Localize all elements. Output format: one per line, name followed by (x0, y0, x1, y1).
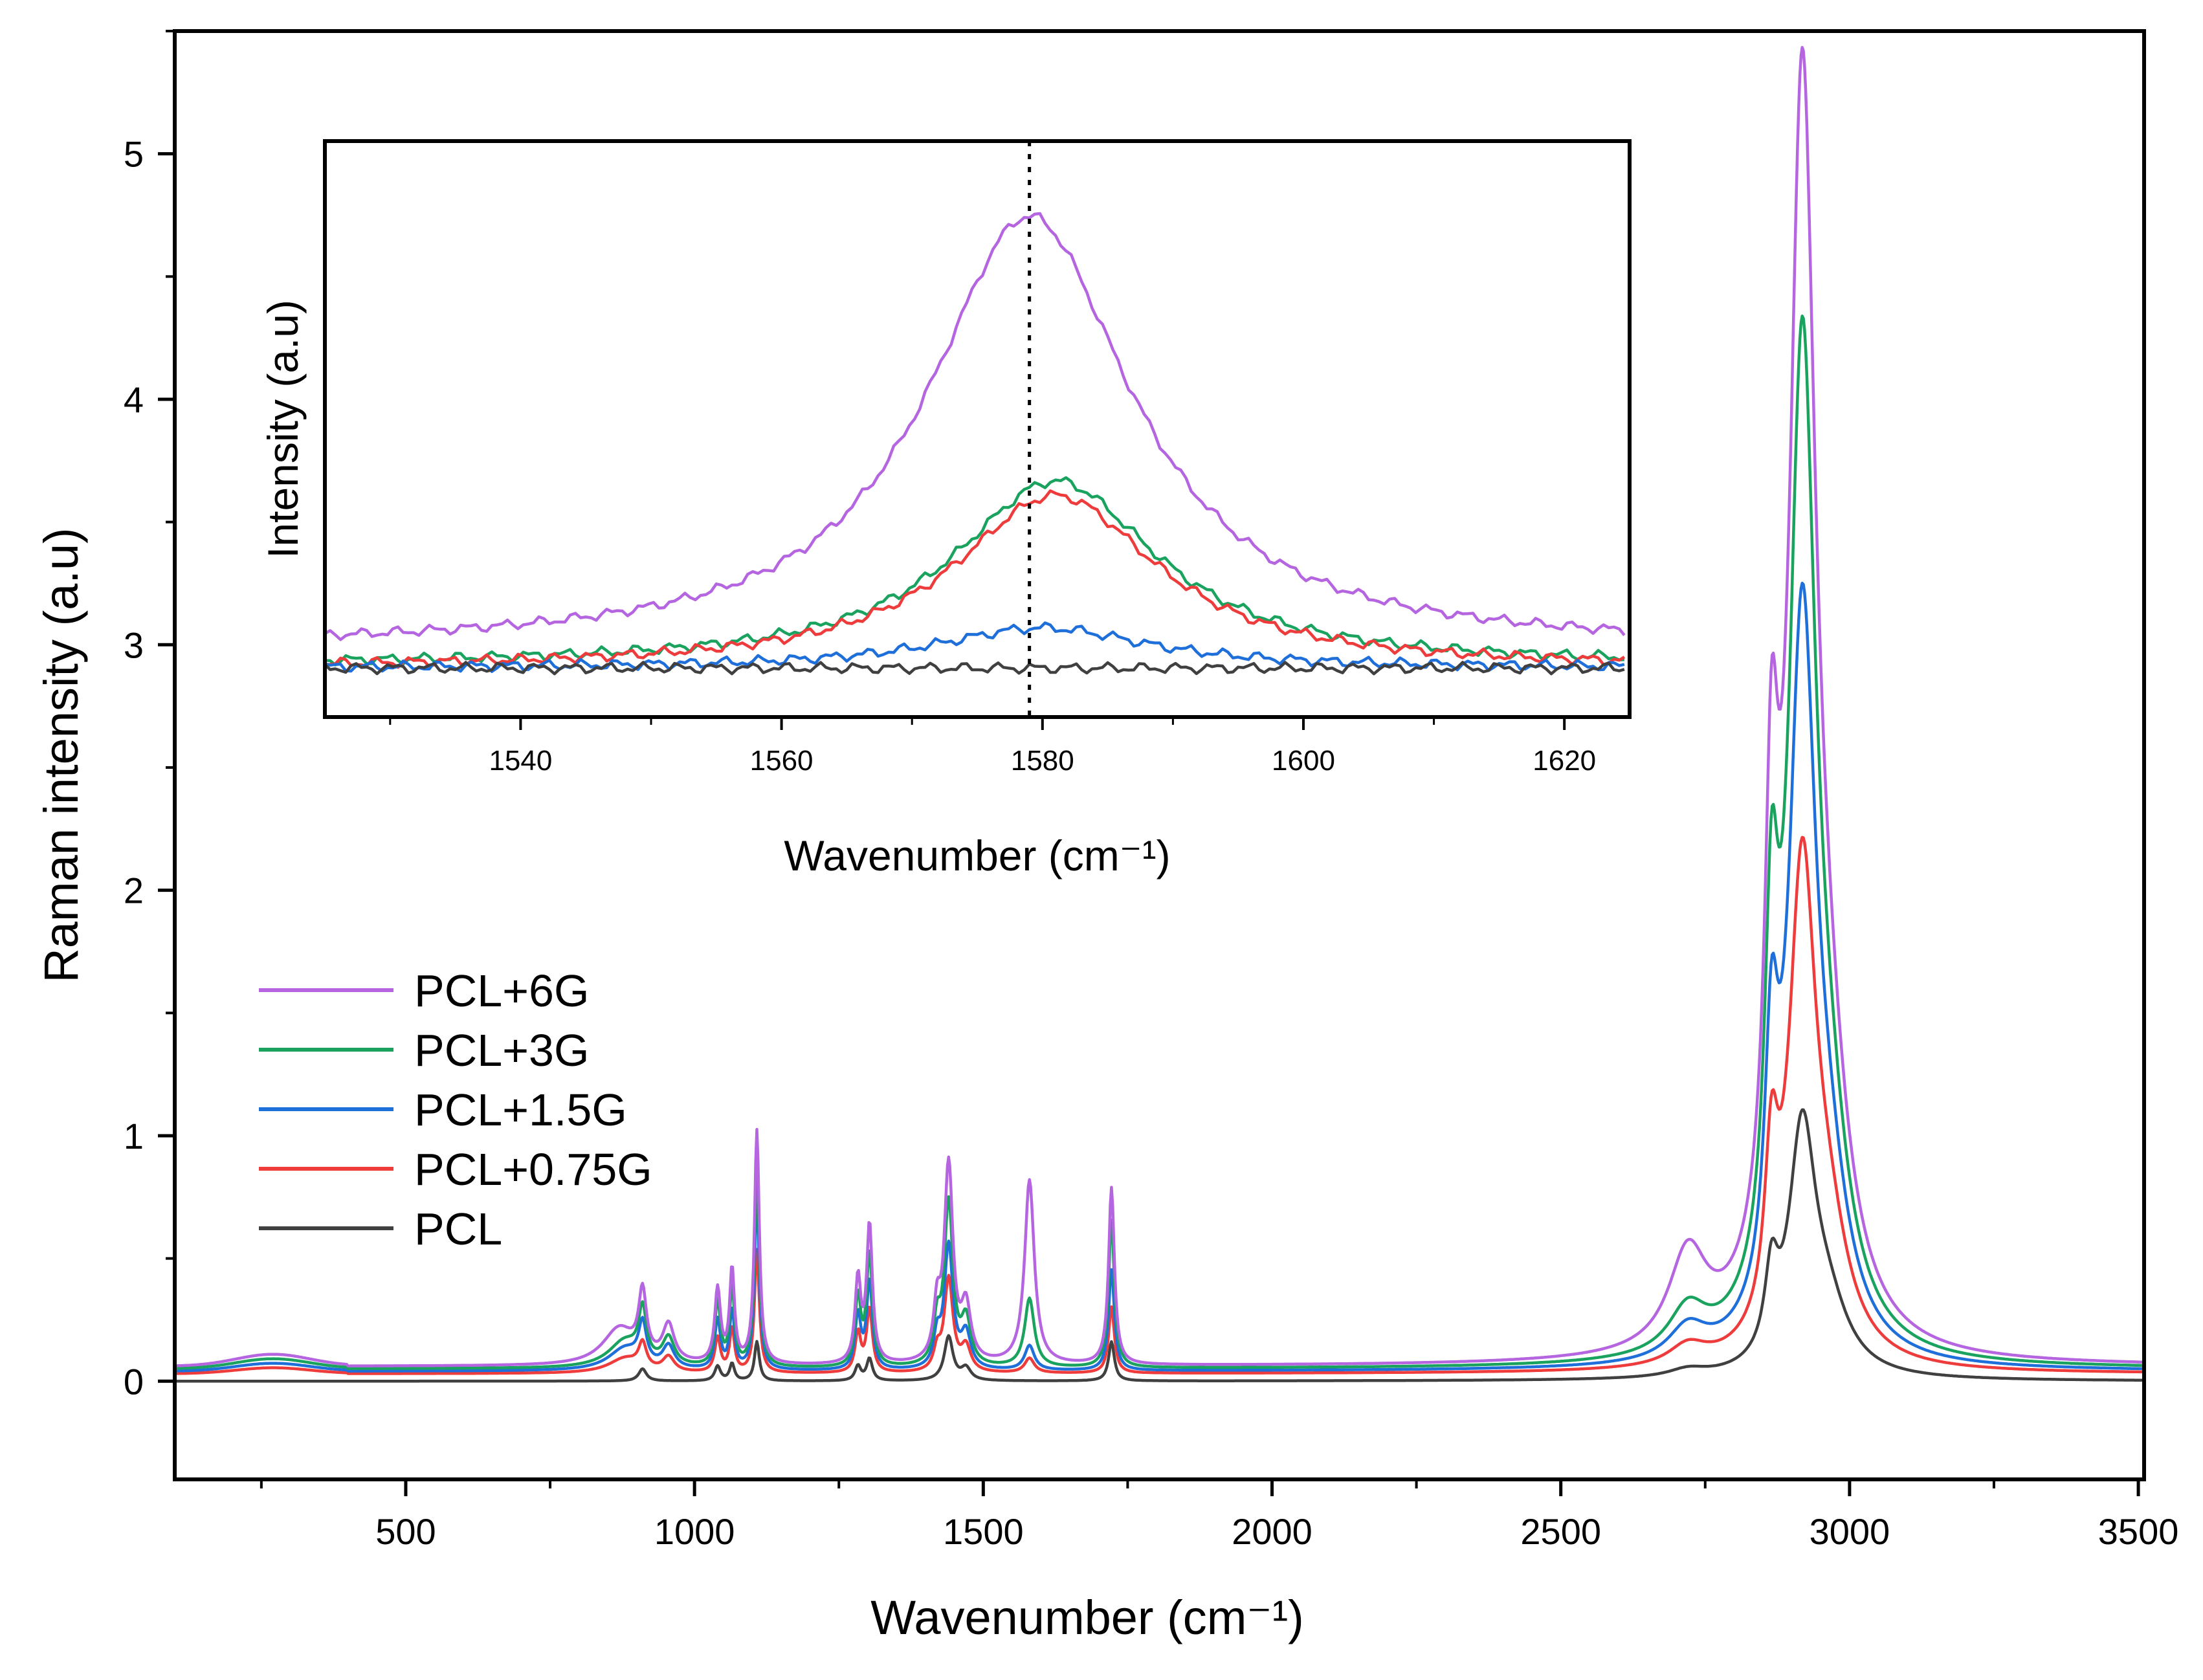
inset-series-line-pcl-1-5g (324, 621, 1625, 673)
main-y-ticks: 0 1 2 3 4 5 (124, 30, 175, 1402)
main-x-axis-title: Wavenumber (cm⁻¹) (870, 1591, 1304, 1644)
main-y-tick-label: 0 (124, 1361, 144, 1402)
inset-series-line-pcl-0-75g (324, 489, 1626, 669)
inset-x-ticks: 1540 1560 1580 1600 1620 (389, 717, 1596, 777)
main-x-tick-label: 3500 (2098, 1511, 2179, 1552)
main-x-tick-label: 1000 (654, 1511, 735, 1552)
main-x-tick-label: 1500 (943, 1511, 1024, 1552)
main-y-tick-label: 4 (124, 379, 144, 420)
inset-x-tick-label: 1600 (1272, 745, 1335, 777)
legend-label-pcl-6g: PCL+6G (414, 966, 589, 1016)
main-y-axis-title: Raman intensity (a.u) (34, 527, 88, 982)
inset-x-axis-title: Wavenumber (cm⁻¹) (784, 832, 1170, 879)
inset-y-axis-title: Intensity (a.u) (259, 300, 307, 558)
main-x-tick-label: 500 (375, 1511, 436, 1552)
main-plot: 500 1000 1500 2000 2500 3000 3500 0 1 2 3 4 5 Waven… (34, 29, 2179, 1644)
main-x-tick-label: 3000 (1810, 1511, 1890, 1552)
legend: PCL+6G PCL+3G PCL+1.5G PCL+0.75G PCL (259, 966, 652, 1254)
inset-x-tick-label: 1620 (1533, 745, 1596, 777)
main-x-ticks: 500 1000 1500 2000 2500 3000 3500 (260, 1479, 2179, 1552)
main-plot-frame (173, 29, 2146, 1481)
series-line-pcl-0-75g (174, 835, 2145, 1375)
legend-label-pcl: PCL (414, 1204, 502, 1254)
inset-x-tick-label: 1560 (750, 745, 814, 777)
series-line-pcl-3g (174, 315, 2145, 1370)
main-x-tick-label: 2000 (1232, 1511, 1312, 1552)
inset-series-line-pcl-6g (324, 212, 1626, 641)
main-x-tick-label: 2500 (1520, 1511, 1601, 1552)
legend-label-pcl-1-5g: PCL+1.5G (414, 1085, 627, 1135)
series-line-pcl-1-5g (174, 581, 2145, 1373)
inset-plot-frame (323, 139, 1632, 719)
main-y-tick-label: 5 (124, 134, 144, 175)
main-y-tick-label: 3 (124, 624, 144, 665)
inset-plot: 1540 1560 1580 1600 1620 Wavenumber (cm⁻¹) I… (259, 129, 1657, 919)
main-y-tick-label: 2 (124, 870, 144, 911)
series-line-pcl-6g (174, 45, 2145, 1367)
inset-series-group (324, 212, 1626, 676)
inset-x-tick-label: 1540 (489, 745, 552, 777)
legend-label-pcl-3g: PCL+3G (414, 1025, 589, 1076)
inset-series-line-pcl (324, 661, 1625, 676)
series-line-pcl (174, 1108, 2145, 1383)
inset-background (298, 129, 1657, 919)
main-y-tick-label: 1 (124, 1116, 144, 1156)
main-series-group (174, 45, 2145, 1383)
inset-x-tick-label: 1580 (1011, 745, 1074, 777)
legend-label-pcl-0-75g: PCL+0.75G (414, 1144, 652, 1195)
